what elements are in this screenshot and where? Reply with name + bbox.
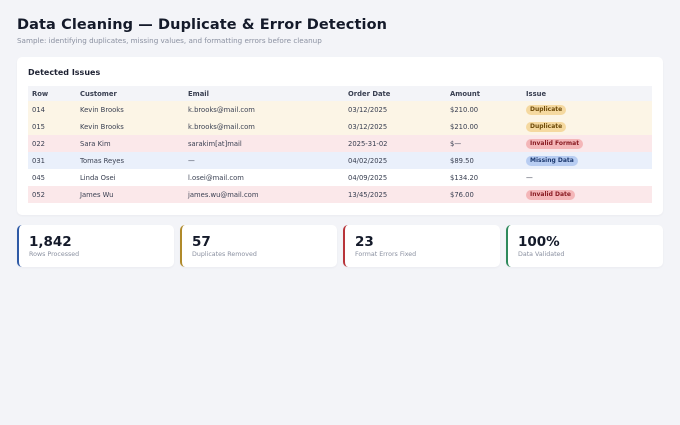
table-row[interactable]: 052 James Wu james.wu@mail.com 13/45/202…	[28, 186, 652, 203]
stat-value: 23	[355, 234, 374, 250]
stat-value: 100%	[518, 234, 560, 250]
cell-issue: Duplicate	[522, 118, 652, 135]
cell-email: sarakim[at]mail	[184, 135, 344, 152]
issues-card: Detected Issues Row Customer Email Order…	[17, 57, 663, 215]
stat-card-duplicates-removed: 57 Duplicates Removed	[180, 225, 337, 267]
table-row[interactable]: 031 Tomas Reyes — 04/02/2025 $89.50 Miss…	[28, 152, 652, 169]
column-header-email[interactable]: Email	[184, 86, 344, 101]
cell-customer: James Wu	[76, 186, 184, 203]
table-header-row: Row Customer Email Order Date Amount Iss…	[28, 86, 652, 101]
issue-badge: Invalid Format	[526, 138, 584, 149]
cell-customer: Tomas Reyes	[76, 152, 184, 169]
cell-amount: $—	[446, 135, 522, 152]
cell-order-date: 2025-31-02	[344, 135, 446, 152]
cell-customer: Kevin Brooks	[76, 118, 184, 135]
cell-amount: $210.00	[446, 101, 522, 118]
cell-issue: Missing Data	[522, 152, 652, 169]
cell-amount: $76.00	[446, 186, 522, 203]
issue-badge: Duplicate	[526, 104, 567, 115]
cell-row: 015	[28, 118, 76, 135]
page: Data Cleaning — Duplicate & Error Detect…	[17, 17, 663, 267]
cell-order-date: 04/09/2025	[344, 169, 446, 186]
table-row[interactable]: 022 Sara Kim sarakim[at]mail 2025-31-02 …	[28, 135, 652, 152]
issues-card-title: Detected Issues	[28, 68, 101, 77]
cell-amount: $134.20	[446, 169, 522, 186]
issue-badge: Invalid Date	[526, 189, 575, 200]
cell-amount: $89.50	[446, 152, 522, 169]
issues-table: Row Customer Email Order Date Amount Iss…	[28, 86, 652, 203]
cell-row: 022	[28, 135, 76, 152]
cell-issue: Invalid Date	[522, 186, 652, 203]
table-row[interactable]: 014 Kevin Brooks k.brooks@mail.com 03/12…	[28, 101, 652, 118]
cell-row: 045	[28, 169, 76, 186]
column-header-amount[interactable]: Amount	[446, 86, 522, 101]
cell-row: 014	[28, 101, 76, 118]
cell-row: 052	[28, 186, 76, 203]
cell-issue: Invalid Format	[522, 135, 652, 152]
issue-badge: Missing Data	[526, 155, 578, 166]
cell-order-date: 03/12/2025	[344, 101, 446, 118]
cell-issue: —	[522, 169, 652, 186]
cell-order-date: 03/12/2025	[344, 118, 446, 135]
stat-value: 57	[192, 234, 211, 250]
cell-email: l.osei@mail.com	[184, 169, 344, 186]
page-title: Data Cleaning — Duplicate & Error Detect…	[17, 17, 388, 33]
stat-card-format-errors-fixed: 23 Format Errors Fixed	[343, 225, 500, 267]
issue-badge: Duplicate	[526, 121, 567, 132]
cell-issue: Duplicate	[522, 101, 652, 118]
cell-amount: $210.00	[446, 118, 522, 135]
stat-label: Duplicates Removed	[192, 251, 257, 258]
cell-order-date: 13/45/2025	[344, 186, 446, 203]
cell-customer: Sara Kim	[76, 135, 184, 152]
cell-customer: Linda Osei	[76, 169, 184, 186]
cell-customer: Kevin Brooks	[76, 101, 184, 118]
stat-card-data-validated: 100% Data Validated	[506, 225, 663, 267]
stats-row: 1,842 Rows Processed 57 Duplicates Remov…	[17, 225, 663, 267]
column-header-order-date[interactable]: Order Date	[344, 86, 446, 101]
table-row[interactable]: 045 Linda Osei l.osei@mail.com 04/09/202…	[28, 169, 652, 186]
stat-label: Rows Processed	[29, 251, 80, 258]
cell-email: —	[184, 152, 344, 169]
page-subtitle: Sample: identifying duplicates, missing …	[17, 36, 322, 45]
table-row[interactable]: 015 Kevin Brooks k.brooks@mail.com 03/12…	[28, 118, 652, 135]
cell-email: k.brooks@mail.com	[184, 118, 344, 135]
column-header-issue[interactable]: Issue	[522, 86, 652, 101]
stat-value: 1,842	[29, 234, 72, 250]
stat-label: Format Errors Fixed	[355, 251, 417, 258]
column-header-customer[interactable]: Customer	[76, 86, 184, 101]
cell-email: k.brooks@mail.com	[184, 101, 344, 118]
column-header-row[interactable]: Row	[28, 86, 76, 101]
cell-row: 031	[28, 152, 76, 169]
stat-card-rows-processed: 1,842 Rows Processed	[17, 225, 174, 267]
stat-label: Data Validated	[518, 251, 565, 258]
cell-order-date: 04/02/2025	[344, 152, 446, 169]
cell-email: james.wu@mail.com	[184, 186, 344, 203]
